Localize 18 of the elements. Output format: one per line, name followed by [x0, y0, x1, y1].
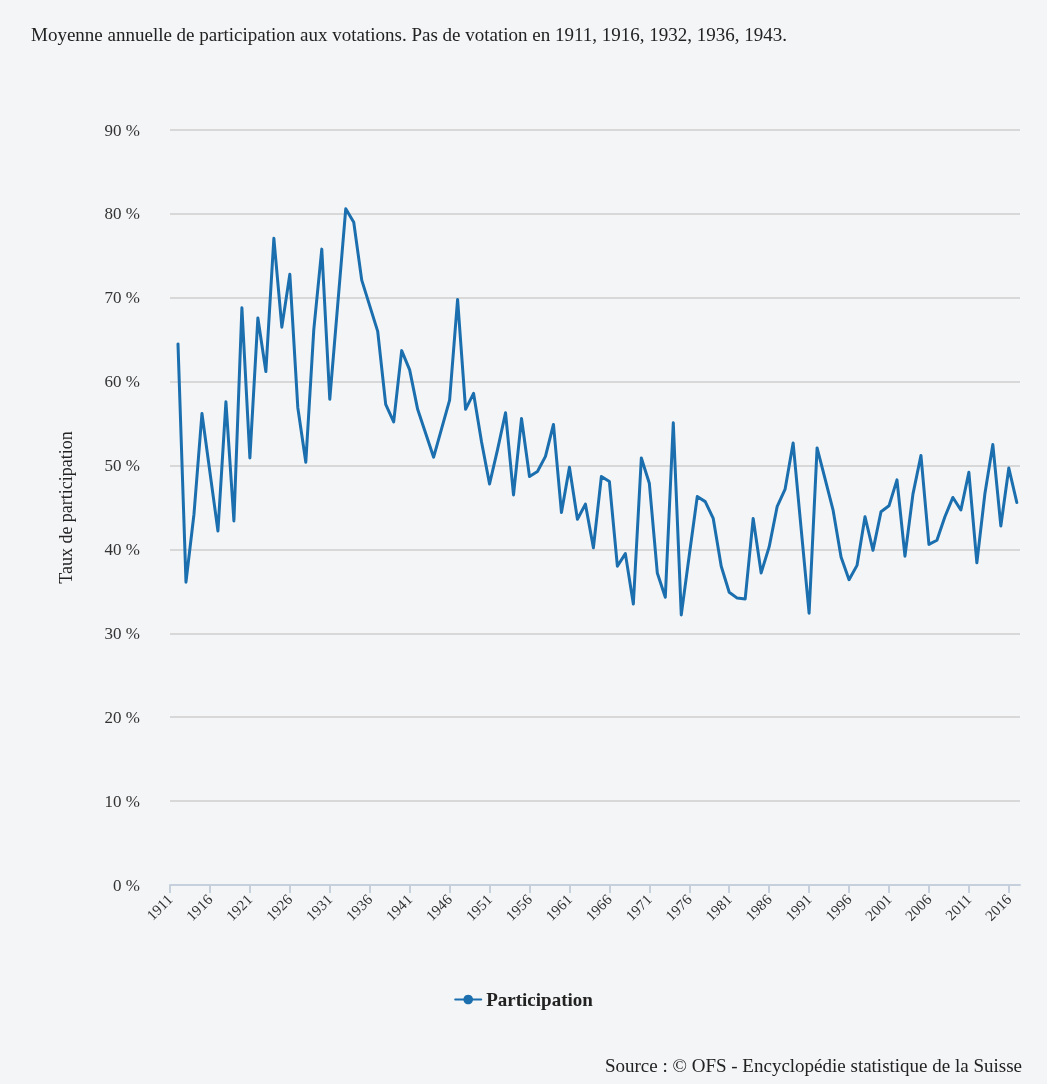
- line-series: [176, 207, 1019, 617]
- y-tick-label: 40 %: [104, 539, 140, 559]
- y-tick-label: 20 %: [104, 707, 140, 727]
- y-tick-label: 60 %: [104, 372, 140, 392]
- x-tick-label: 1951: [462, 891, 496, 924]
- chart-title: Moyenne annuelle de participation aux votations. Pas de votation en 1911, 1916, 1932, 1936, 1943.: [31, 23, 787, 45]
- x-tick-label: 1911: [143, 891, 176, 924]
- source-note: Source : © OFS - Encyclopédie statistique de la Suisse: [604, 1055, 1023, 1076]
- y-tick-label: 30 %: [104, 623, 140, 643]
- y-tick-label: 70 %: [104, 288, 140, 308]
- legend-label: Participation: [486, 989, 594, 1010]
- y-tick-label: 90 %: [104, 120, 140, 140]
- y-tick-label: 0 %: [113, 875, 140, 895]
- y-tick-label: 80 %: [104, 204, 140, 224]
- x-tick-label: 1961: [542, 891, 576, 924]
- y-tick-label: 10 %: [104, 791, 140, 811]
- y-tick-label: 50 %: [104, 456, 140, 476]
- y-axis-title: Taux de participation: [56, 431, 76, 584]
